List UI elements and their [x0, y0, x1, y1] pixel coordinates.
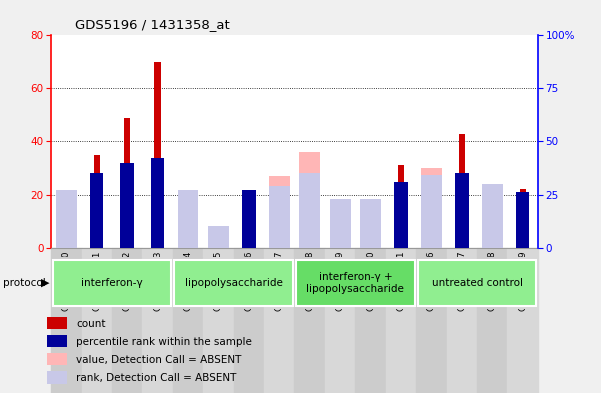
Bar	[516, 193, 529, 248]
Bar	[330, 199, 350, 248]
Bar	[459, 134, 465, 248]
Bar	[269, 176, 290, 248]
Text: lipopolysaccharide: lipopolysaccharide	[185, 278, 282, 288]
Bar	[355, 257, 386, 309]
Bar	[325, 248, 355, 393]
Bar	[294, 248, 325, 393]
Bar	[173, 248, 203, 393]
Text: count: count	[76, 319, 105, 329]
Bar	[82, 257, 112, 309]
Bar	[447, 248, 477, 393]
Bar	[51, 248, 82, 393]
Bar	[330, 200, 350, 248]
Bar	[325, 257, 355, 309]
Bar	[177, 192, 198, 248]
Bar	[355, 248, 386, 393]
FancyBboxPatch shape	[418, 260, 536, 306]
Bar	[294, 257, 325, 309]
Bar	[82, 248, 112, 393]
Bar	[507, 248, 538, 393]
Bar	[51, 257, 82, 309]
Bar	[299, 152, 320, 248]
Text: untreated control: untreated control	[432, 278, 522, 288]
Bar	[477, 248, 507, 393]
Bar	[242, 190, 255, 248]
Bar	[482, 184, 502, 248]
Bar	[154, 62, 160, 248]
Bar	[112, 257, 142, 309]
FancyBboxPatch shape	[53, 260, 171, 306]
Bar	[177, 190, 198, 248]
Text: value, Detection Call = ABSENT: value, Detection Call = ABSENT	[76, 355, 242, 365]
Bar	[120, 163, 134, 248]
Bar	[47, 353, 67, 365]
Bar	[421, 168, 442, 248]
Bar	[507, 257, 538, 309]
FancyBboxPatch shape	[296, 260, 415, 306]
Bar	[208, 226, 229, 248]
Bar	[203, 248, 234, 393]
Bar	[124, 118, 130, 248]
Bar	[56, 190, 77, 248]
Bar	[246, 195, 252, 248]
Bar	[360, 199, 381, 248]
Bar	[398, 165, 404, 248]
Text: interferon-γ +
lipopolysaccharide: interferon-γ + lipopolysaccharide	[307, 272, 404, 294]
Bar	[394, 182, 407, 248]
Bar	[47, 317, 67, 329]
Bar	[519, 189, 526, 248]
Bar	[56, 213, 77, 248]
Bar	[173, 257, 203, 309]
Bar	[142, 257, 173, 309]
Bar	[234, 257, 264, 309]
Bar	[477, 257, 507, 309]
Bar	[47, 371, 67, 384]
Bar	[416, 257, 447, 309]
Bar	[151, 158, 164, 248]
Bar	[416, 248, 447, 393]
Bar	[447, 257, 477, 309]
Bar	[264, 257, 294, 309]
Bar	[264, 248, 294, 393]
Bar	[386, 257, 416, 309]
Bar	[142, 248, 173, 393]
Bar	[90, 173, 103, 248]
Bar	[234, 248, 264, 393]
FancyBboxPatch shape	[174, 260, 293, 306]
Text: ▶: ▶	[41, 278, 49, 288]
Text: GDS5196 / 1431358_at: GDS5196 / 1431358_at	[75, 18, 230, 31]
Text: percentile rank within the sample: percentile rank within the sample	[76, 337, 252, 347]
Bar	[208, 240, 229, 248]
Bar	[386, 248, 416, 393]
Bar	[47, 335, 67, 347]
Bar	[269, 186, 290, 248]
Bar	[299, 173, 320, 248]
Bar	[112, 248, 142, 393]
Text: rank, Detection Call = ABSENT: rank, Detection Call = ABSENT	[76, 373, 236, 383]
Bar	[360, 208, 381, 248]
Bar	[94, 155, 100, 248]
Text: protocol: protocol	[3, 278, 46, 288]
Bar	[455, 173, 469, 248]
Bar	[203, 257, 234, 309]
Bar	[421, 175, 442, 248]
Text: interferon-γ: interferon-γ	[81, 278, 143, 288]
